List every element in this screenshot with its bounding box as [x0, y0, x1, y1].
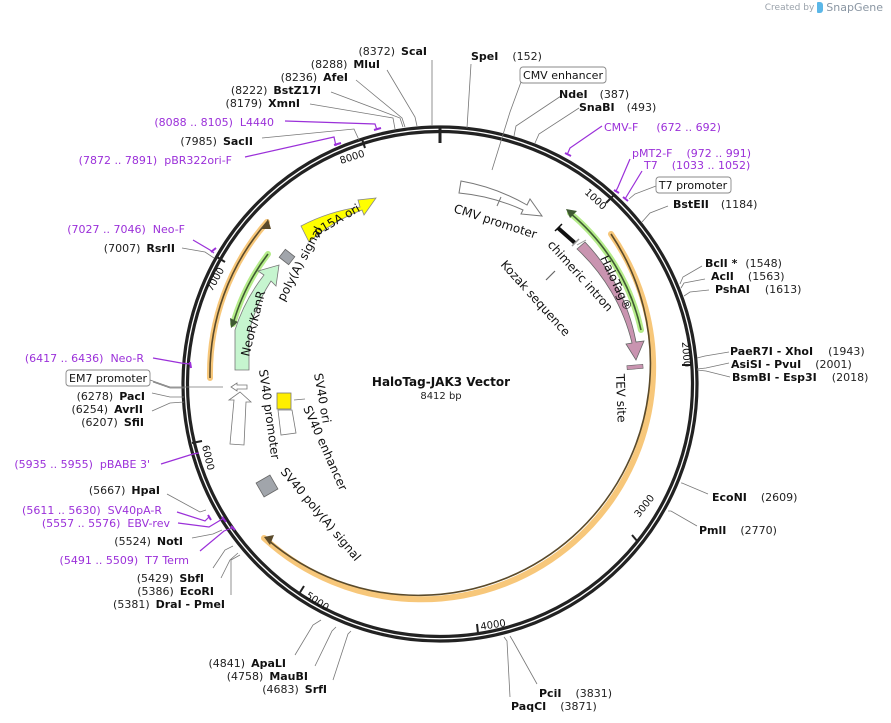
- primer-L4440[interactable]: (8088 .. 8105) L4440: [154, 116, 274, 129]
- enzyme-DraI-PmeI[interactable]: (5381) DraI - PmeI: [113, 598, 225, 611]
- enzyme-EcoNI[interactable]: EcoNI (2609): [712, 491, 797, 504]
- primer-Neo-R[interactable]: (6417 .. 6436) Neo-R: [25, 352, 144, 365]
- green-arc-left: [232, 253, 269, 325]
- em7-promoter-arrow[interactable]: [230, 382, 248, 392]
- credit-prefix: Created by: [764, 2, 815, 13]
- polya-signal-box[interactable]: [278, 248, 296, 266]
- kozak-mark: [545, 270, 556, 281]
- enzyme-AfeI[interactable]: (8236) AfeI: [281, 71, 348, 84]
- enzyme-EcoRI[interactable]: (5386) EcoRI: [137, 585, 214, 598]
- halotag-arrow[interactable]: [576, 241, 645, 361]
- enzyme-AclI[interactable]: AclI (1563): [711, 270, 784, 283]
- enzyme-leaders: [151, 60, 731, 698]
- enzyme-ApaLI[interactable]: (4841) ApaLI: [209, 657, 287, 670]
- enzyme-SnaBI[interactable]: SnaBI (493): [579, 101, 656, 114]
- neor-kanr-arrow[interactable]: [234, 264, 280, 371]
- plasmid-length: 8412 bp: [420, 391, 461, 402]
- em7-promoter-box: [65, 369, 151, 387]
- polya-signal-label: poly(A) signal: [274, 224, 325, 303]
- feature-em7-promoter[interactable]: EM7 promoter: [69, 372, 147, 385]
- enzyme-AvrII[interactable]: (6254) AvrII: [72, 403, 143, 416]
- enzyme-PciI[interactable]: PciI (3831): [539, 687, 612, 700]
- orf-arc-right-highlight: [261, 231, 657, 603]
- cmv-enhancer-box: [519, 66, 607, 84]
- tev-site-mark[interactable]: [626, 363, 644, 371]
- snapgene-logo-icon: [817, 2, 824, 13]
- orf-arc-right: [267, 233, 652, 597]
- green-left-arrowhead: [230, 318, 238, 328]
- enzyme-SacII[interactable]: (7985) SacII: [180, 135, 253, 148]
- tev-site-label: TEV site: [613, 373, 629, 423]
- enzyme-labels-left: (8372) ScaI (8288) MluI (8236) AfeI (8222) B…: [72, 45, 427, 696]
- primer-Neo-F[interactable]: (7027 .. 7046) Neo-F: [67, 223, 185, 236]
- green-arc-right: [569, 212, 642, 331]
- feature-cmv-enhancer[interactable]: CMV enhancer: [523, 69, 603, 82]
- orf-arc-left: [209, 221, 268, 379]
- primer-T7[interactable]: T7 (1033 .. 1052): [643, 159, 750, 172]
- primer-pMT2-F[interactable]: pMT2-F (972 .. 991): [632, 147, 751, 160]
- primer-T7-Term[interactable]: (5491 .. 5509) T7 Term: [60, 554, 189, 567]
- sv40-enhancer-box[interactable]: [277, 409, 297, 436]
- orf-left-arrowhead: [262, 219, 271, 229]
- sv40-polya-label: SV40 poly(A) signal: [278, 465, 364, 564]
- enzyme-PacI[interactable]: (6278) PacI: [77, 390, 145, 403]
- orf-right-arrowhead: [264, 535, 274, 545]
- primer-CMV-F[interactable]: CMV-F (672 .. 692): [604, 121, 721, 134]
- snapgene-credit: Created by SnapGene: [765, 1, 883, 14]
- p15a-ori-arrow[interactable]: [300, 197, 377, 243]
- enzyme-ScaI[interactable]: (8372) ScaI: [358, 45, 427, 58]
- boxed-labels: CMV enhancer T7 promoter EM7 promoter: [65, 66, 732, 388]
- enzyme-NdeI[interactable]: NdeI (387): [559, 88, 629, 101]
- enzyme-BstZ17I[interactable]: (8222) BstZ17I: [231, 84, 321, 97]
- enzyme-SfiI[interactable]: (6207) SfiI: [81, 416, 144, 429]
- enzyme-PshAI[interactable]: PshAI (1613): [715, 283, 801, 296]
- primer-pBR322ori-F[interactable]: (7872 .. 7891) pBR322ori-F: [79, 154, 232, 167]
- enzyme-SbfI[interactable]: (5429) SbfI: [137, 572, 204, 585]
- enzyme-MluI[interactable]: (8288) MluI: [311, 58, 380, 71]
- enzyme-SpeI[interactable]: SpeI (152): [471, 50, 542, 63]
- sv40-promoter-arrow[interactable]: [227, 391, 253, 446]
- kozak-label: Kozak sequence: [498, 258, 573, 339]
- enzyme-SrfI[interactable]: (4683) SrfI: [262, 683, 327, 696]
- enzyme-PmlI[interactable]: PmlI (2770): [699, 524, 777, 537]
- primer-EBV-rev[interactable]: (5557 .. 5576) EBV-rev: [42, 517, 171, 530]
- plasmid-title: HaloTag-JAK3 Vector: [372, 375, 510, 389]
- enzyme-labels-right: SpeI (152) NdeI (387) SnaBI (493) BstEII (11…: [471, 50, 868, 713]
- enzyme-HpaI[interactable]: (5667) HpaI: [89, 484, 160, 497]
- enzyme-PaeR7I-XhoI[interactable]: PaeR7I - XhoI (1943): [730, 345, 865, 358]
- enzyme-XmnI[interactable]: (8179) XmnI: [226, 97, 300, 110]
- tick-4000: 4000: [480, 618, 507, 633]
- primer-labels: (8088 .. 8105) L4440 (7872 .. 7891) pBR322…: [14, 116, 751, 567]
- enzyme-RsrII[interactable]: (7007) RsrII: [104, 242, 175, 255]
- enzyme-BclI[interactable]: BclI * (1548): [705, 257, 782, 270]
- tick-2000: 2000: [679, 341, 692, 367]
- enzyme-MauBI[interactable]: (4758) MauBI: [227, 670, 308, 683]
- enzyme-AsiSI-PvuI[interactable]: AsiSI - PvuI (2001): [731, 358, 852, 371]
- t7-promoter-box: [655, 176, 732, 194]
- primer-SV40pA-R[interactable]: (5611 .. 5630) SV40pA-R: [22, 504, 162, 517]
- sv40-ori-box[interactable]: [276, 392, 292, 410]
- chimeric-intron-mark: [556, 226, 577, 245]
- enzyme-BstEII[interactable]: BstEII (1184): [673, 198, 757, 211]
- enzyme-PaqCI[interactable]: PaqCI (3871): [511, 700, 597, 713]
- credit-brand: SnapGene: [826, 1, 883, 14]
- enzyme-BsmBI-Esp3I[interactable]: BsmBI - Esp3I (2018): [732, 371, 868, 384]
- feature-t7-promoter[interactable]: T7 promoter: [658, 179, 728, 192]
- primer-pBABE-3[interactable]: (5935 .. 5955) pBABE 3': [14, 458, 150, 471]
- backbone: [181, 125, 699, 643]
- sv40-polya-box[interactable]: [255, 474, 279, 498]
- primer-marks: [152, 120, 657, 552]
- enzyme-NotI[interactable]: (5524) NotI: [114, 535, 183, 548]
- green-right-arrowhead: [566, 209, 577, 218]
